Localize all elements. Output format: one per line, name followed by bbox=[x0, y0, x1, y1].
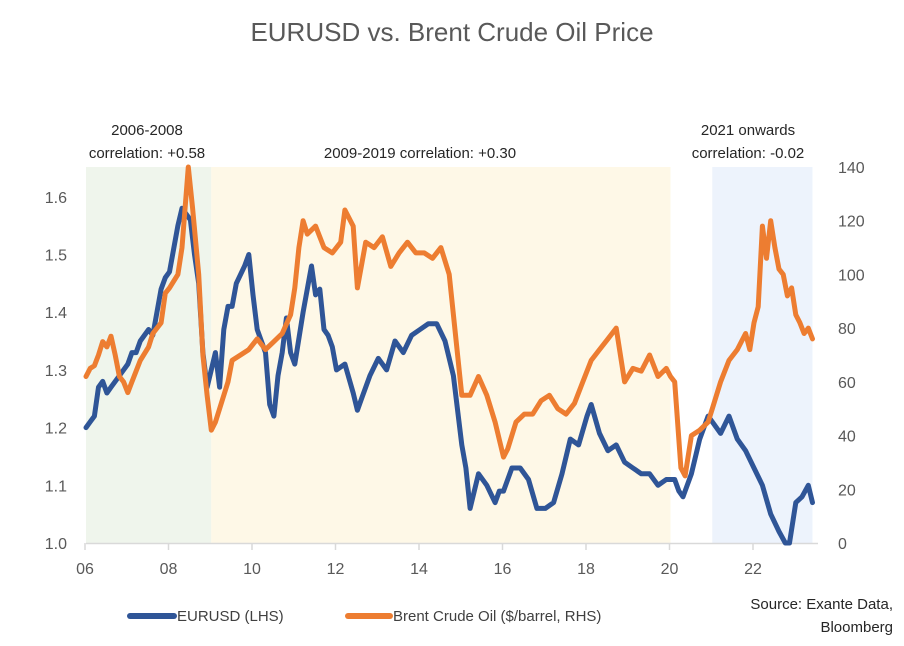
y-right-tick-label: 20 bbox=[838, 482, 856, 499]
y-left-tick-label: 1.0 bbox=[45, 536, 67, 553]
y-left-tick-label: 1.5 bbox=[45, 248, 67, 265]
legend: EURUSD (LHS) Brent Crude Oil ($/barrel, … bbox=[127, 608, 601, 625]
region-label-2009-2019: 2009-2019 correlation: +0.30 bbox=[324, 145, 516, 162]
x-tick-label: 20 bbox=[661, 561, 679, 578]
series-line-eurusd bbox=[83, 205, 815, 546]
y-axis-left: 1.0 1.1 1.2 1.3 1.4 1.5 1.6 bbox=[45, 190, 67, 553]
x-tick-label: 06 bbox=[76, 561, 94, 578]
x-axis-ticks: 06 08 10 12 14 16 18 20 22 bbox=[76, 543, 762, 578]
region-label-2021-line1: 2021 onwards bbox=[701, 122, 795, 139]
y-right-tick-label: 80 bbox=[838, 321, 856, 338]
series-line-brent bbox=[83, 164, 815, 479]
y-right-tick-label: 0 bbox=[838, 536, 847, 553]
legend-label-eurusd: EURUSD (LHS) bbox=[177, 608, 284, 625]
y-left-tick-label: 1.6 bbox=[45, 190, 67, 207]
y-left-tick-label: 1.1 bbox=[45, 478, 67, 495]
y-left-tick-label: 1.2 bbox=[45, 421, 67, 438]
series-lines bbox=[83, 164, 815, 546]
region-label-2006-2008-line2: correlation: +0.58 bbox=[89, 145, 205, 162]
y-right-tick-label: 100 bbox=[838, 267, 865, 284]
region-label-2006-2008-line1: 2006-2008 bbox=[111, 122, 183, 139]
chart-title: EURUSD vs. Brent Crude Oil Price bbox=[250, 17, 653, 47]
region-label-2021-line2: correlation: -0.02 bbox=[692, 145, 805, 162]
x-tick-label: 10 bbox=[243, 561, 261, 578]
y-left-tick-label: 1.3 bbox=[45, 363, 67, 380]
y-right-tick-label: 40 bbox=[838, 429, 856, 446]
region-labels: 2006-2008 correlation: +0.58 2009-2019 c… bbox=[89, 122, 804, 162]
y-right-tick-label: 140 bbox=[838, 160, 865, 177]
x-tick-label: 16 bbox=[494, 561, 512, 578]
x-tick-label: 22 bbox=[744, 561, 762, 578]
y-right-tick-label: 120 bbox=[838, 214, 865, 231]
x-tick-label: 12 bbox=[327, 561, 345, 578]
y-left-tick-label: 1.4 bbox=[45, 305, 67, 322]
x-tick-label: 14 bbox=[410, 561, 428, 578]
source-note-line2: Bloomberg bbox=[820, 619, 893, 636]
y-axis-right: 0 20 40 60 80 100 120 140 bbox=[838, 160, 865, 553]
source-note-line1: Source: Exante Data, bbox=[750, 596, 893, 613]
x-tick-label: 18 bbox=[577, 561, 595, 578]
x-tick-label: 08 bbox=[160, 561, 178, 578]
y-right-tick-label: 60 bbox=[838, 375, 856, 392]
legend-label-brent: Brent Crude Oil ($/barrel, RHS) bbox=[393, 608, 601, 625]
